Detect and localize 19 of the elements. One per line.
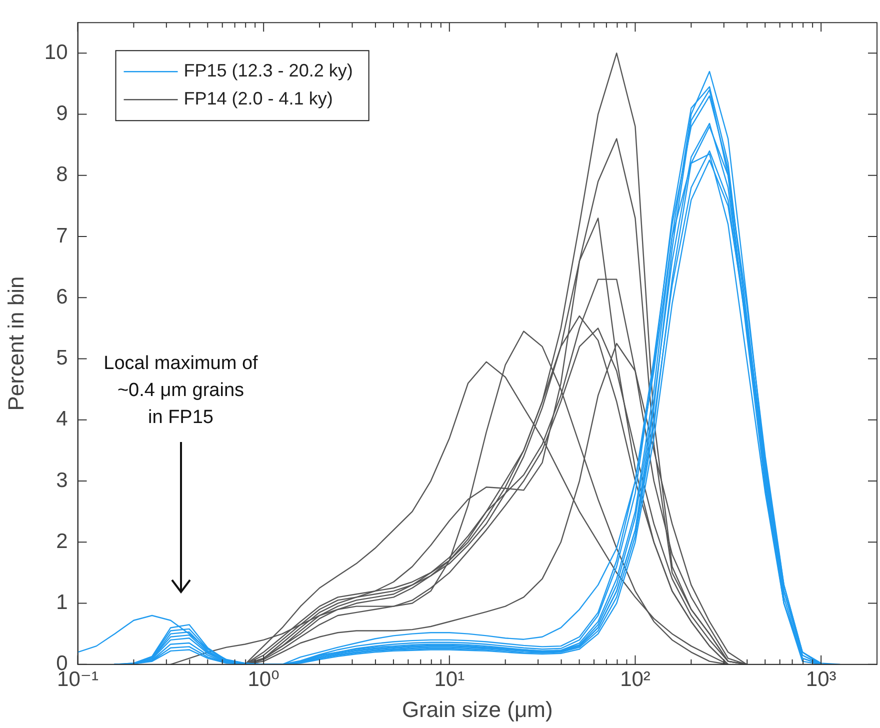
y-tick-label: 8 — [56, 163, 68, 186]
y-tick-label: 3 — [56, 468, 68, 492]
legend-label: FP15 (12.3 - 20.2 ky) — [184, 60, 353, 81]
y-tick-label: 4 — [56, 408, 68, 431]
y-axis-title: Percent in bin — [3, 276, 28, 411]
legend-label: FP14 (2.0 - 4.1 ky) — [184, 88, 333, 109]
y-tick-label: 9 — [56, 102, 68, 126]
x-axis-title: Grain size (μm) — [402, 696, 553, 722]
y-tick-label: 2 — [56, 530, 68, 553]
y-tick-label: 10 — [44, 40, 68, 64]
x-tick-label: 10³ — [806, 668, 836, 691]
y-tick-label: 5 — [56, 346, 68, 370]
y-tick-label: 7 — [56, 224, 68, 248]
x-tick-label: 10¹ — [434, 668, 465, 691]
y-tick-label: 6 — [56, 285, 68, 308]
annotation: Local maximum of ~0.4 μm grains in FP15 — [104, 352, 258, 430]
y-tick-label: 1 — [56, 591, 68, 614]
x-tick-label: 10² — [620, 668, 650, 691]
x-tick-label: 10⁰ — [248, 668, 280, 691]
